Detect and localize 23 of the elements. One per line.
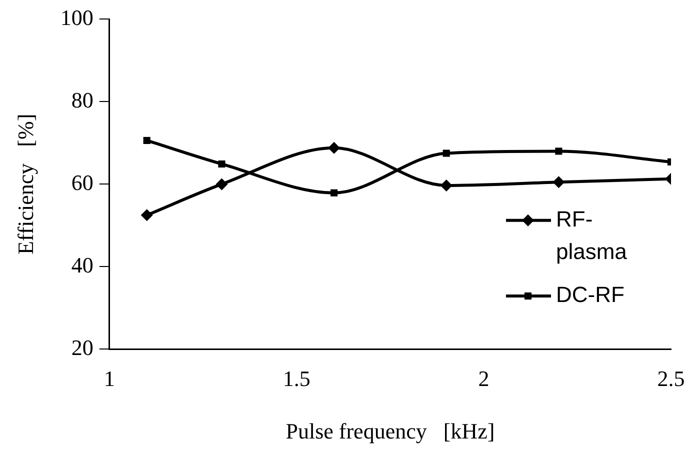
x-tick-label: 1.5 (282, 366, 310, 392)
point (442, 150, 450, 157)
point (330, 189, 338, 196)
point (140, 209, 153, 222)
point (216, 178, 228, 190)
y-tick-label: 80 (71, 87, 94, 112)
point (328, 142, 340, 154)
y-tick-label: 40 (71, 252, 94, 278)
legend-label: DC-RF (556, 282, 624, 308)
point (143, 136, 150, 144)
x-axis-title: Pulse frequency [kHz] (286, 418, 495, 444)
x-tick-label: 2 (478, 366, 490, 392)
x-tick-label: 1 (104, 366, 115, 392)
point (218, 160, 226, 168)
y-axis-title: Efficiency [%] (12, 114, 38, 255)
point (440, 179, 452, 192)
y-tick-label: 20 (71, 334, 94, 360)
y-tick-label: 60 (71, 170, 94, 195)
y-tick-label: 100 (60, 4, 94, 30)
point (555, 148, 562, 155)
legend-label: RF-plasma (556, 206, 628, 264)
point (552, 176, 565, 188)
x-tick-label: 2.5 (657, 366, 685, 392)
